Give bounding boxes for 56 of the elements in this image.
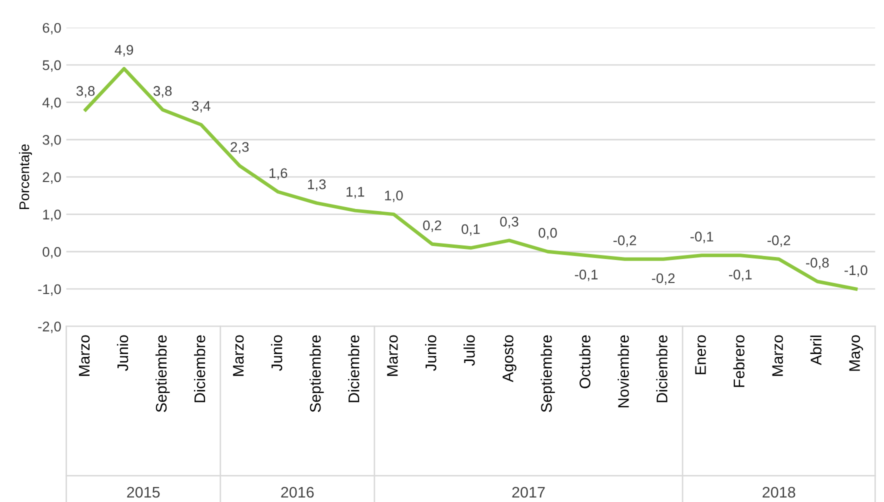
x-tick-label: Agosto xyxy=(502,335,516,382)
x-tick-label: Julio xyxy=(464,335,475,366)
y-tick-label: 0,0 xyxy=(42,246,61,258)
x-tick-label: Diciembre xyxy=(656,335,668,402)
x-tick-label: Marzo xyxy=(233,335,244,376)
x-tick-label: Mayo xyxy=(849,335,864,371)
data-label: 0,1 xyxy=(462,224,480,236)
y-tick-label: -2,0 xyxy=(38,322,61,334)
text: 2015 xyxy=(127,486,160,498)
text: 2017 xyxy=(512,486,545,498)
data-label: -0,1 xyxy=(574,270,598,282)
y-tick-label: 3,0 xyxy=(42,134,61,146)
data-label: 3,4 xyxy=(192,100,210,112)
x-tick-label: Septiembre xyxy=(310,335,324,412)
y-tick-label: 1,0 xyxy=(43,210,61,222)
data-label: -0,2 xyxy=(652,273,675,285)
data-label: -0,2 xyxy=(613,235,636,247)
data-label: 1,6 xyxy=(270,168,288,180)
data-label: 3,8 xyxy=(76,86,95,98)
x-tick-label: Febrero xyxy=(733,335,744,387)
data-label: 1,3 xyxy=(308,179,326,191)
y-tick-label: 4,0 xyxy=(42,98,61,110)
x-tick-label: Diciembre xyxy=(348,335,360,402)
data-label: 0,0 xyxy=(538,228,557,240)
x-tick-label: Octubre xyxy=(579,335,590,388)
x-tick-label: Noviembre xyxy=(618,335,629,408)
data-label: -1,0 xyxy=(844,265,868,277)
x-tick-label: Junio xyxy=(116,335,128,371)
data-label: 0,2 xyxy=(423,220,442,232)
x-tick-label: Marzo xyxy=(79,335,90,376)
data-label: 1,1 xyxy=(346,187,364,198)
x-tick-label: Enero xyxy=(695,335,706,374)
x-tick-label: Junio xyxy=(425,335,436,371)
x-tick-label: Marzo xyxy=(387,335,398,376)
y-tick-label: 6,0 xyxy=(42,22,61,34)
x-tick-label: Abril xyxy=(810,336,822,366)
x-tick-label: Junio xyxy=(271,335,282,371)
x-tick-label: Diciembre xyxy=(194,335,206,402)
x-tick-label: Septiembre xyxy=(155,335,170,412)
data-label: -0,1 xyxy=(690,232,714,244)
y-tick-label: -1,0 xyxy=(38,284,61,296)
data-label: -0,1 xyxy=(729,270,752,282)
text: 2016 xyxy=(281,486,314,498)
data-label: -0,8 xyxy=(806,258,829,270)
data-label: 1,0 xyxy=(385,190,403,202)
y-axis-title: Porcentaje xyxy=(19,144,32,210)
x-tick-label: Septiembre xyxy=(540,335,555,412)
data-label: 0,3 xyxy=(500,216,518,228)
text: 2018 xyxy=(762,486,796,498)
y-tick-label: 5,0 xyxy=(42,60,61,72)
data-label: -0,2 xyxy=(768,235,790,247)
x-tick-label: Marzo xyxy=(772,335,783,376)
data-label: 2,3 xyxy=(230,142,249,154)
data-label: 4,9 xyxy=(114,44,134,56)
y-tick-label: 2,0 xyxy=(42,172,61,184)
data-label: 3,8 xyxy=(153,86,172,98)
